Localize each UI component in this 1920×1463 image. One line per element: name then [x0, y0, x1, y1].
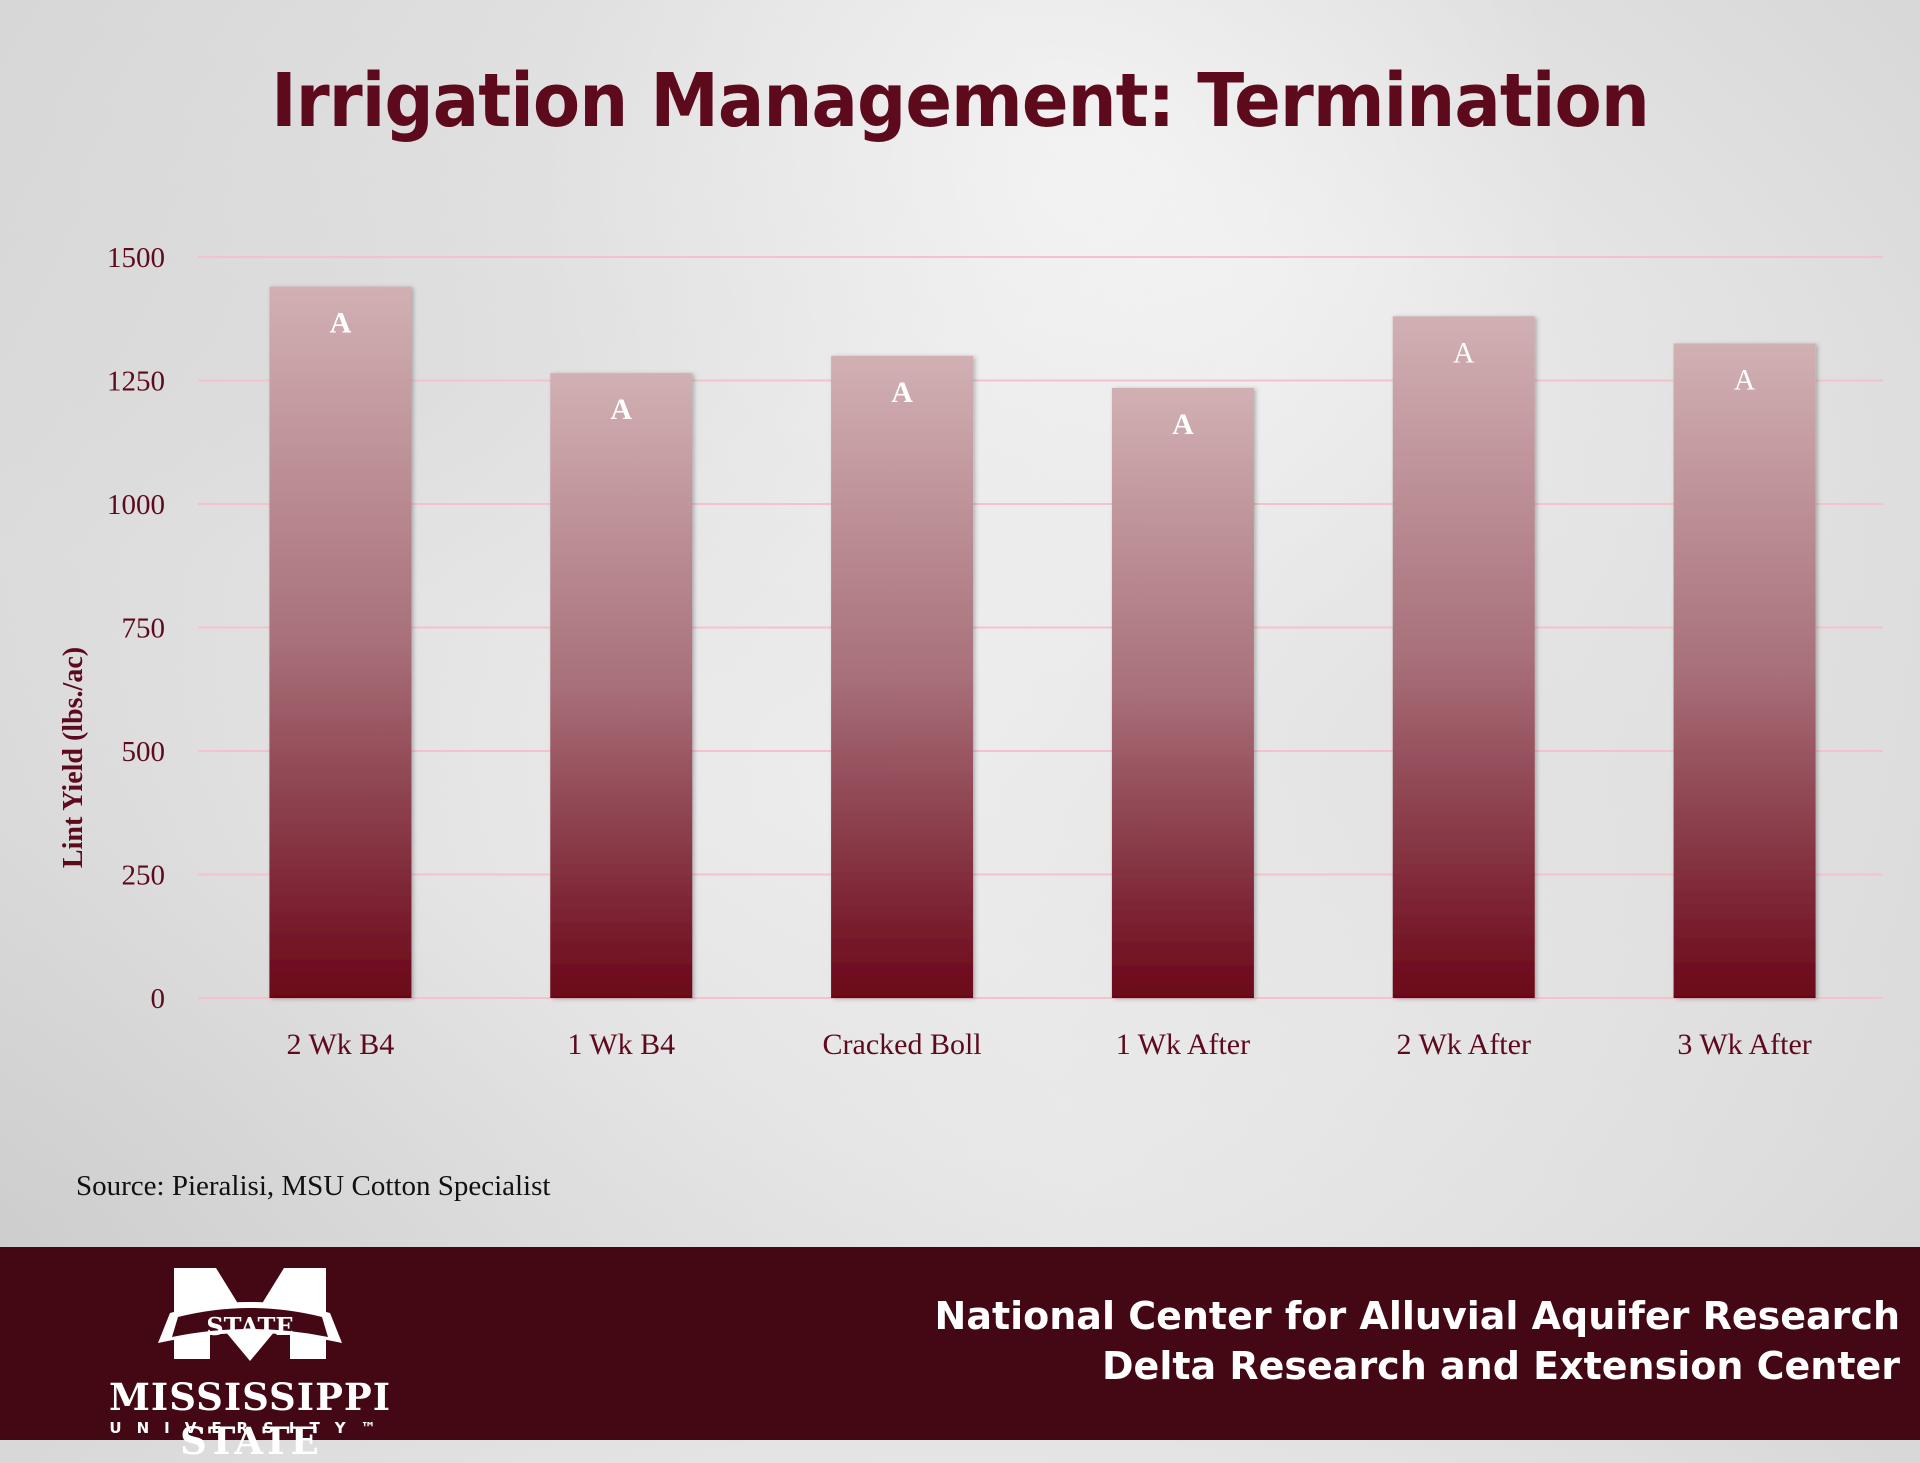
msu-m-emblem-icon: STATE — [158, 1268, 342, 1361]
y-tick-label: 1250 — [107, 366, 165, 398]
bar-6 — [1673, 343, 1816, 998]
y-tick-label: 500 — [122, 736, 166, 768]
y-axis-label: Lint Yield (lbs./ac) — [58, 647, 89, 868]
footer-bar: STATE MISSISSIPPI STATE UNIVERSITY™ Nati… — [0, 1247, 1920, 1463]
data-label: A — [1172, 408, 1194, 441]
data-label: A — [610, 393, 632, 426]
x-tick-label: 1 Wk B4 — [567, 1028, 675, 1061]
center-name-2: Delta Research and Extension Center — [1102, 1344, 1900, 1388]
emblem-text: STATE — [206, 1312, 293, 1341]
x-tick-label: 1 Wk After — [1116, 1028, 1250, 1061]
data-label: A — [330, 307, 352, 340]
x-tick-label: 3 Wk After — [1677, 1028, 1811, 1061]
bar-2 — [550, 373, 693, 999]
bar-3 — [831, 355, 974, 998]
bar-chart: 0 250 500 750 1000 1250 1500 A A A A A A 2 Wk B4 1 W… — [58, 242, 1883, 1061]
x-tick-label: 2 Wk B4 — [287, 1028, 395, 1061]
data-label: A — [1453, 336, 1475, 369]
source-note: Source: Pieralisi, MSU Cotton Specialist — [76, 1170, 551, 1202]
y-tick-label: 0 — [151, 983, 166, 1015]
y-tick-label: 250 — [122, 860, 166, 892]
x-tick-label: Cracked Boll — [823, 1028, 982, 1061]
logo-subtitle: UNIVERSITY™ — [109, 1419, 391, 1437]
y-tick-label: 750 — [122, 613, 166, 645]
bar-4 — [1111, 387, 1254, 998]
bar-1 — [269, 286, 412, 998]
y-tick-label: 1000 — [107, 489, 165, 521]
bar-5 — [1392, 316, 1535, 998]
slide-title: Irrigation Management: Termination — [271, 58, 1650, 144]
x-tick-label: 2 Wk After — [1397, 1028, 1531, 1061]
center-names: National Center for Alluvial Aquifer Res… — [935, 1291, 1900, 1391]
data-label: A — [891, 376, 913, 409]
center-name-1: National Center for Alluvial Aquifer Res… — [934, 1294, 1900, 1338]
msu-logo: STATE MISSISSIPPI STATE UNIVERSITY™ — [50, 1263, 450, 1463]
data-label: A — [1734, 363, 1756, 396]
y-tick-label: 1500 — [107, 242, 165, 274]
